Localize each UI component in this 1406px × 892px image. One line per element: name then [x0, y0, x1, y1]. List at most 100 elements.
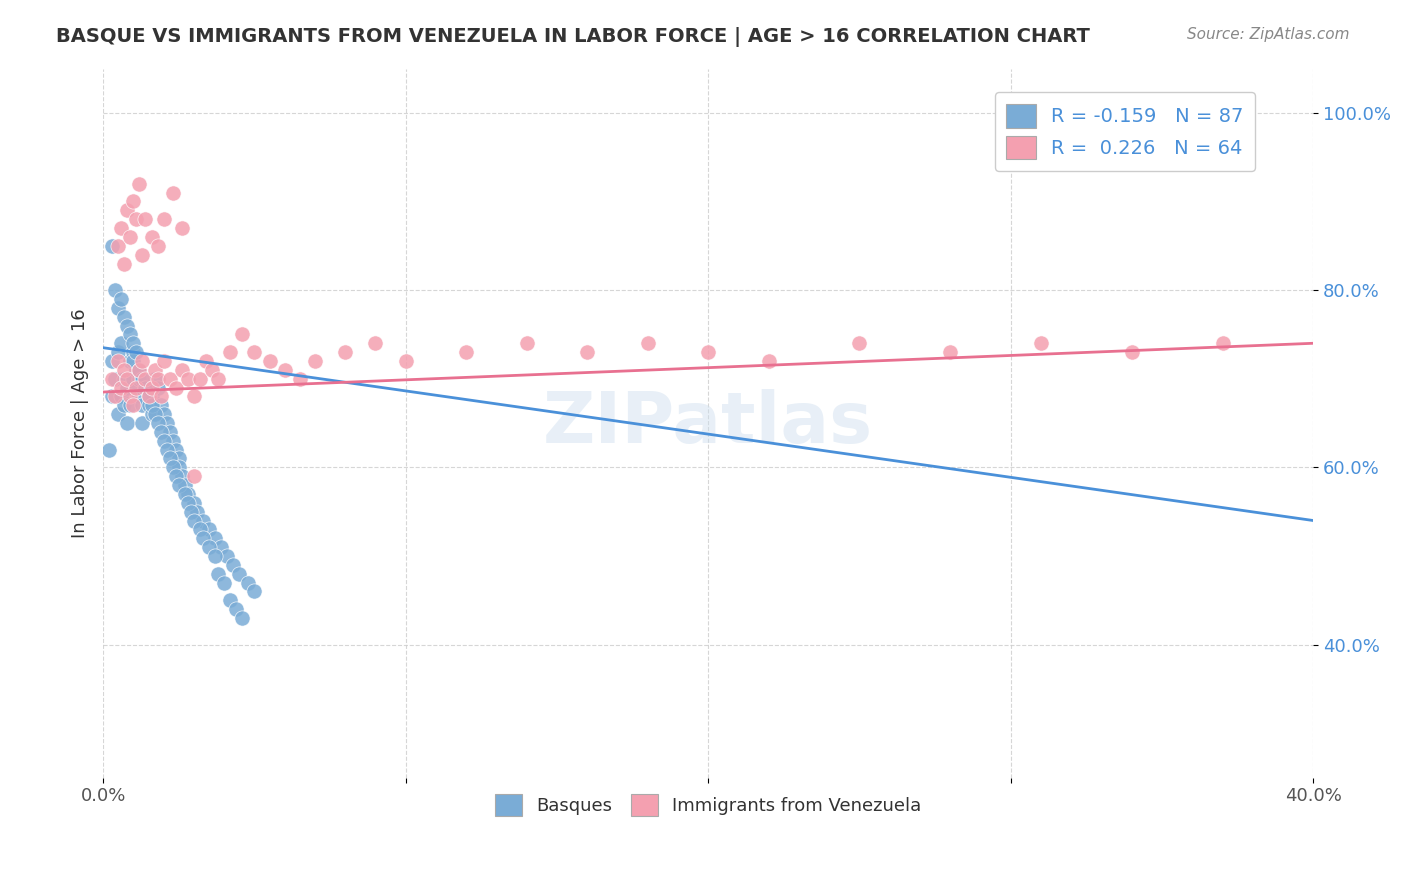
Point	[143, 407, 166, 421]
Point	[125, 381, 148, 395]
Point	[110, 292, 132, 306]
Point	[259, 354, 281, 368]
Point	[112, 256, 135, 270]
Point	[141, 398, 163, 412]
Point	[156, 416, 179, 430]
Point	[516, 336, 538, 351]
Point	[180, 505, 202, 519]
Point	[209, 540, 232, 554]
Point	[177, 487, 200, 501]
Point	[162, 434, 184, 448]
Point	[141, 381, 163, 395]
Point	[138, 389, 160, 403]
Point	[183, 389, 205, 403]
Point	[273, 363, 295, 377]
Point	[107, 407, 129, 421]
Point	[170, 221, 193, 235]
Point	[758, 354, 780, 368]
Point	[149, 389, 172, 403]
Point	[697, 345, 720, 359]
Point	[101, 239, 124, 253]
Point	[219, 345, 242, 359]
Point	[217, 549, 239, 563]
Point	[238, 575, 260, 590]
Point	[395, 354, 418, 368]
Point	[288, 372, 311, 386]
Point	[219, 593, 242, 607]
Point	[162, 460, 184, 475]
Point	[107, 301, 129, 315]
Point	[201, 363, 224, 377]
Point	[225, 602, 247, 616]
Point	[146, 381, 169, 395]
Point	[125, 381, 148, 395]
Point	[149, 425, 172, 439]
Point	[101, 354, 124, 368]
Point	[98, 442, 121, 457]
Point	[110, 221, 132, 235]
Point	[122, 194, 145, 209]
Point	[101, 389, 124, 403]
Point	[110, 389, 132, 403]
Point	[167, 451, 190, 466]
Point	[120, 389, 142, 403]
Point	[117, 381, 139, 395]
Point	[112, 310, 135, 324]
Point	[110, 381, 132, 395]
Point	[117, 318, 139, 333]
Point	[456, 345, 478, 359]
Point	[188, 372, 211, 386]
Point	[122, 336, 145, 351]
Text: Source: ZipAtlas.com: Source: ZipAtlas.com	[1187, 27, 1350, 42]
Point	[101, 372, 124, 386]
Point	[120, 398, 142, 412]
Point	[198, 540, 221, 554]
Point	[146, 372, 169, 386]
Point	[120, 354, 142, 368]
Point	[637, 336, 659, 351]
Point	[131, 354, 153, 368]
Point	[120, 327, 142, 342]
Point	[128, 177, 150, 191]
Point	[173, 478, 195, 492]
Point	[364, 336, 387, 351]
Point	[231, 327, 253, 342]
Point	[128, 372, 150, 386]
Point	[104, 372, 127, 386]
Point	[131, 372, 153, 386]
Point	[134, 372, 156, 386]
Point	[159, 451, 181, 466]
Point	[228, 566, 250, 581]
Point	[104, 283, 127, 297]
Point	[231, 611, 253, 625]
Point	[125, 363, 148, 377]
Point	[243, 345, 266, 359]
Point	[134, 381, 156, 395]
Point	[207, 372, 229, 386]
Point	[117, 372, 139, 386]
Point	[165, 469, 187, 483]
Point	[141, 230, 163, 244]
Point	[107, 345, 129, 359]
Point	[122, 345, 145, 359]
Point	[243, 584, 266, 599]
Point	[222, 558, 245, 572]
Point	[152, 407, 174, 421]
Point	[1121, 345, 1143, 359]
Point	[152, 212, 174, 227]
Text: BASQUE VS IMMIGRANTS FROM VENEZUELA IN LABOR FORCE | AGE > 16 CORRELATION CHART: BASQUE VS IMMIGRANTS FROM VENEZUELA IN L…	[56, 27, 1090, 46]
Point	[131, 247, 153, 261]
Legend: Basques, Immigrants from Venezuela: Basques, Immigrants from Venezuela	[486, 785, 931, 825]
Point	[167, 460, 190, 475]
Point	[112, 372, 135, 386]
Point	[152, 434, 174, 448]
Point	[173, 487, 195, 501]
Point	[134, 381, 156, 395]
Point	[167, 478, 190, 492]
Point	[204, 549, 226, 563]
Point	[191, 514, 214, 528]
Point	[146, 239, 169, 253]
Point	[333, 345, 356, 359]
Point	[152, 354, 174, 368]
Point	[576, 345, 599, 359]
